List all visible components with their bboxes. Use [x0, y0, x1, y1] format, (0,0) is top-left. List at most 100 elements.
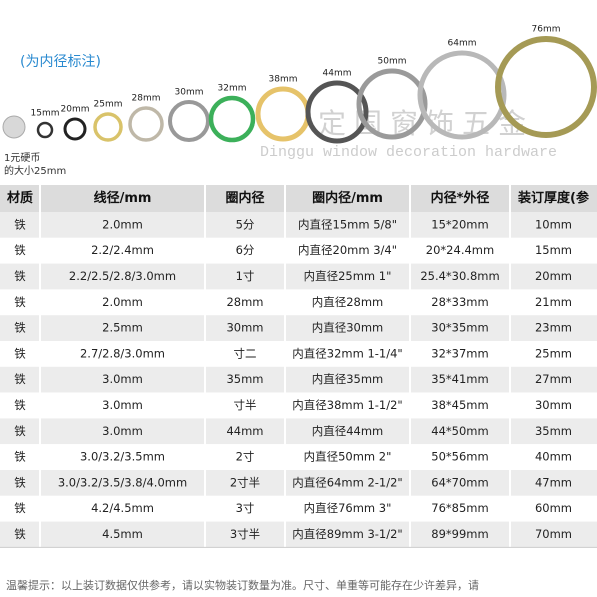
table-cell: 2.2/2.5/2.8/3.0mm — [69, 269, 176, 283]
watermark: Dinggu window decoration hardware — [260, 144, 557, 161]
ring-label: 15mm — [31, 109, 60, 119]
row-bg — [0, 495, 597, 522]
table-cell: 28mm — [226, 295, 263, 309]
ring-label: 32mm — [218, 84, 247, 94]
table-cell: 铁 — [14, 475, 26, 489]
table-cell: 内直径76mm 3" — [304, 501, 392, 515]
header-bg — [0, 185, 597, 212]
table-cell: 47mm — [535, 475, 572, 489]
table-cell: 3.0mm — [102, 424, 143, 438]
table-cell: 44*50mm — [431, 424, 488, 438]
table-cell: 60mm — [535, 501, 572, 515]
ring — [63, 117, 87, 141]
table-cell: 内直径35mm — [312, 372, 384, 386]
table-cell: 内直径89mm 3-1/2" — [292, 527, 402, 541]
ring — [36, 121, 54, 139]
ring-label: 20mm — [61, 105, 90, 115]
table-cell: 内直径15mm 5/8" — [298, 217, 397, 231]
header-cell: 线径/mm — [94, 190, 152, 206]
table-cell: 寸半 — [234, 398, 257, 412]
header-cell: 圈内径 — [225, 190, 264, 206]
table-cell: 15mm — [535, 243, 572, 257]
ring-label: 50mm — [378, 57, 407, 67]
header-cell: 内径*外径 — [431, 190, 490, 206]
row-bg — [0, 289, 597, 316]
table-cell: 铁 — [14, 372, 26, 386]
table-cell: 2.5mm — [102, 321, 143, 335]
table-cell: 铁 — [14, 269, 26, 283]
ring — [208, 95, 256, 143]
table-cell: 2.0mm — [102, 295, 143, 309]
table-cell: 2.0mm — [102, 217, 143, 231]
table-cell: 铁 — [14, 527, 26, 541]
ring — [255, 86, 311, 142]
row-bg — [0, 341, 597, 367]
ring — [417, 50, 507, 140]
row-bg — [0, 444, 597, 470]
table-cell: 铁 — [14, 295, 26, 309]
table-cell: 40mm — [535, 450, 572, 464]
ring — [305, 80, 369, 144]
table-cell: 2寸 — [236, 450, 255, 464]
table-cell: 内直径38mm 1-1/2" — [292, 398, 402, 412]
table-cell: 铁 — [14, 398, 26, 412]
row-bg — [0, 212, 597, 238]
table-cell: 89*99mm — [431, 527, 488, 541]
table-cell: 2.2/2.4mm — [91, 243, 154, 257]
table-cell: 铁 — [14, 346, 26, 360]
table-cell: 3寸半 — [230, 527, 260, 541]
table-cell: 铁 — [14, 321, 26, 335]
table-cell: 30mm — [226, 321, 263, 335]
table-cell: 3.0/3.2/3.5/3.8/4.0mm — [58, 475, 187, 489]
coin-label: 1元硬币 — [4, 152, 40, 164]
coin-label: 的大小25mm — [4, 164, 66, 177]
header-cell: 材质 — [7, 190, 33, 206]
ring — [128, 106, 164, 142]
footer-note: 温馨提示：以上装订数据仅供参考，请以实物装订数量为准。尺寸、单重等可能存在少许差… — [6, 578, 479, 592]
table-cell: 20mm — [535, 269, 572, 283]
row-bg — [0, 237, 597, 264]
row-bg — [0, 263, 597, 290]
table-cell: 内直径30mm — [312, 321, 384, 335]
table-cell: 35mm — [226, 372, 263, 386]
table-cell: 28*33mm — [431, 295, 488, 309]
ring — [168, 100, 210, 142]
ring — [356, 68, 428, 140]
table-cell: 15*20mm — [431, 217, 488, 231]
table-cell: 25.4*30.8mm — [420, 269, 499, 283]
row-bg — [0, 366, 597, 393]
table-cell: 70mm — [535, 527, 572, 541]
table-cell: 内直径25mm 1" — [304, 269, 392, 283]
row-bg — [0, 392, 597, 419]
table-cell: 铁 — [14, 424, 26, 438]
row-bg — [0, 470, 597, 496]
table-cell: 4.2/4.5mm — [91, 501, 154, 515]
annotation: (为内径标注) — [20, 54, 101, 70]
table-cell: 50*56mm — [431, 450, 488, 464]
table-cell: 1寸 — [236, 269, 255, 283]
ring — [495, 36, 597, 138]
table-cell: 铁 — [14, 450, 26, 464]
table-cell: 内直径44mm — [312, 424, 384, 438]
ring-label: 25mm — [94, 100, 123, 110]
table-cell: 内直径20mm 3/4" — [298, 243, 397, 257]
table-cell: 35*41mm — [431, 372, 488, 386]
table-cell: 64*70mm — [431, 475, 488, 489]
ring-label: 76mm — [532, 25, 561, 35]
ring-label: 30mm — [175, 88, 204, 98]
table-cell: 38*45mm — [431, 398, 488, 412]
table-cell: 2.7/2.8/3.0mm — [80, 346, 165, 360]
table-cell: 3寸 — [236, 501, 255, 515]
table-cell: 30mm — [535, 398, 572, 412]
table-cell: 内直径32mm 1-1/4" — [292, 346, 402, 360]
table-cell: 35mm — [535, 424, 572, 438]
row-bg — [0, 315, 597, 341]
table-cell: 10mm — [535, 217, 572, 231]
table-cell: 内直径50mm 2" — [304, 450, 392, 464]
ring-label: 38mm — [269, 75, 298, 85]
ring-label: 28mm — [132, 94, 161, 104]
table-cell: 3.0/3.2/3.5mm — [80, 450, 165, 464]
header-cell: 装订厚度(参 — [517, 190, 590, 206]
